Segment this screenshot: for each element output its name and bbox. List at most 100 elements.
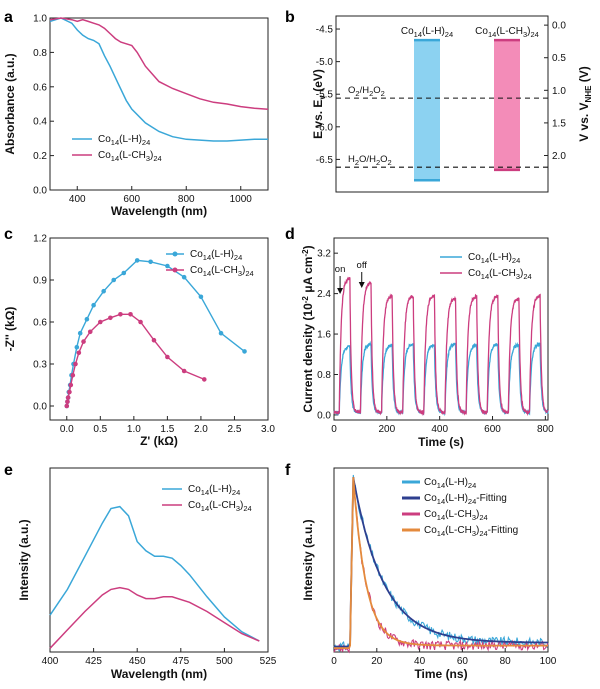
d-ytick-label: 2.4: [317, 289, 331, 300]
a-ytick-label: 0.4: [33, 117, 47, 128]
e-xlabel: Wavelength (nm): [111, 667, 207, 681]
panel-c-nyquist-chart: 0.0 0.5 1.0 1.5 2.0 2.5 3.0 0.0 0.3 0.6 0.9 1.2 Z' (…: [3, 234, 275, 449]
d-ylabel: Current density (10-2 μA cm-2): [301, 245, 315, 412]
c-series-0-point: [91, 302, 96, 308]
f-legend-label-3-sub2: 3: [472, 529, 476, 538]
panel-label-c: c: [4, 226, 13, 243]
f-legend-label-0-sub1: 14: [437, 481, 445, 490]
e-xtick-label: 525: [260, 656, 277, 667]
c-series-0-point: [121, 270, 127, 276]
e-legend-label-1-sub3: 24: [243, 504, 251, 513]
a-legend-label-1-sub1: 14: [111, 154, 119, 163]
d-off-arrowhead: [358, 282, 365, 288]
b-frame: [335, 15, 549, 193]
a-legend-label-0-base: Co: [98, 134, 111, 145]
b-bar-1-label-sub3: 24: [530, 30, 538, 39]
d-legend-label-0-sub1: 14: [481, 256, 489, 265]
f-legend-label-0: Co14(L-H)24: [424, 477, 476, 490]
c-ylabel: -Z'' (kΩ): [3, 307, 17, 352]
b-ytick-right-label: 1.0: [552, 86, 566, 97]
e-xtick-label: 425: [85, 656, 102, 667]
c-legend-label-1-sub1: 14: [203, 269, 211, 278]
c-series-0-point: [74, 344, 80, 350]
d-legend-label-1-mid: (L-CH: [489, 268, 516, 279]
b-bar-0-label-mid: (L-H): [422, 26, 445, 37]
panel-label-e: e: [4, 462, 13, 479]
b-bar-0-label-sub1: 14: [414, 30, 422, 39]
b-bar-1-label-base: Co: [475, 26, 488, 37]
c-series-1-point: [128, 312, 133, 317]
b-ylabel-left: E vs. Ev (eV): [311, 69, 327, 139]
c-series-1-point: [98, 319, 103, 325]
c-legend-label-1-sub3: 24: [245, 269, 253, 278]
d-ylabel-exp2: -2: [301, 249, 310, 257]
d-ytick-label: 0.0: [317, 410, 331, 421]
e-legend-label-0-mid: (L-H): [209, 484, 232, 495]
d-ylabel-mid: μA cm: [301, 257, 315, 297]
d-frame: [333, 237, 549, 421]
f-xtick-label: 100: [540, 656, 557, 667]
a-frame: [49, 17, 269, 191]
f-legend-label-1: Co14(L-H)24-Fitting: [424, 493, 507, 506]
f-legend-label-1-mid: (L-H): [445, 493, 468, 504]
c-legend-label-1-sub2: 3: [238, 269, 242, 278]
b-ytick-label: -5.0: [316, 57, 334, 68]
d-xtick-label: 800: [537, 424, 554, 435]
b-ylabel-right-main: V vs. V: [577, 102, 591, 141]
c-legend-label-0-sub1: 14: [203, 253, 211, 262]
c-series-1-point: [81, 339, 86, 344]
b-refline-1-label-sub2: 2: [376, 158, 380, 167]
d-on-label: on: [335, 264, 346, 275]
d-legend-label-0-sub2: 24: [512, 256, 520, 265]
b-ytick-right-label: 0.0: [552, 21, 566, 32]
a-legend-label-1: Co14(L-CH3)24: [98, 150, 162, 163]
c-legend-marker-1: [172, 267, 178, 273]
panel-label-f: f: [285, 462, 291, 479]
a-legend-label-1-sub2: 3: [146, 154, 150, 163]
b-refline-1-label-base: H: [348, 154, 355, 165]
c-series-1-point: [181, 368, 187, 374]
f-legend-label-0-mid: (L-H): [445, 477, 468, 488]
b-refline-0-label-sub3: 2: [381, 89, 385, 98]
a-ylabel: Absorbance (a.u.): [3, 53, 17, 154]
a-ytick-label: 0.2: [33, 151, 47, 162]
b-ylabel-left-unit: (eV): [311, 69, 325, 95]
b-bar-1: [494, 40, 520, 170]
d-xtick-label: 200: [378, 424, 395, 435]
e-frame: [49, 467, 269, 653]
a-legend-label-0-sub2: 24: [142, 138, 150, 147]
b-ylabel-right-sub: NHE: [584, 85, 593, 103]
e-series-1-line: [49, 586, 260, 649]
f-legend-label-3: Co14(L-CH3)24-Fitting: [424, 525, 518, 538]
b-ytick-label: -4.5: [316, 25, 334, 36]
panel-label-d: d: [285, 226, 295, 243]
f-xtick-label: 0: [331, 656, 337, 667]
c-series-1-point: [165, 354, 170, 360]
f-ylabel: Intensity (a.u.): [301, 519, 315, 600]
a-legend-label-1-mid: (L-CH: [119, 150, 146, 161]
c-xtick-label: 0.0: [60, 424, 74, 435]
c-series-0-point: [165, 263, 170, 269]
b-ytick-label: -5.5: [316, 90, 334, 101]
c-series-0-point: [198, 294, 204, 300]
b-refline-1-label-sub3: 2: [388, 158, 392, 167]
b-ylabel-right-unit: (V): [577, 66, 591, 85]
panel-label-b: b: [285, 9, 295, 26]
d-ylabel-exp1: -2: [301, 296, 310, 304]
f-series-3-line: [334, 477, 548, 649]
c-series-0-point: [134, 258, 140, 263]
d-legend-label-1-post: ): [520, 268, 523, 279]
c-series-0-point: [148, 259, 153, 265]
b-bar-0-label-sub2: 24: [445, 30, 453, 39]
c-frame: [49, 237, 269, 421]
e-legend-label-1-mid: (L-CH: [209, 500, 236, 511]
c-legend-label-1-post: ): [242, 265, 245, 276]
f-legend-label-2-mid: (L-CH: [445, 509, 472, 520]
a-legend-label-1-post: ): [150, 150, 153, 161]
d-legend-label-1-base: Co: [468, 268, 481, 279]
a-ytick-label: 1.0: [33, 14, 47, 25]
b-bar-1-label-sub1: 14: [488, 30, 496, 39]
c-series-1-point: [67, 389, 72, 395]
d-ytick-label: 1.6: [317, 330, 331, 341]
c-legend-label-1: Co14(L-CH3)24: [190, 265, 254, 278]
